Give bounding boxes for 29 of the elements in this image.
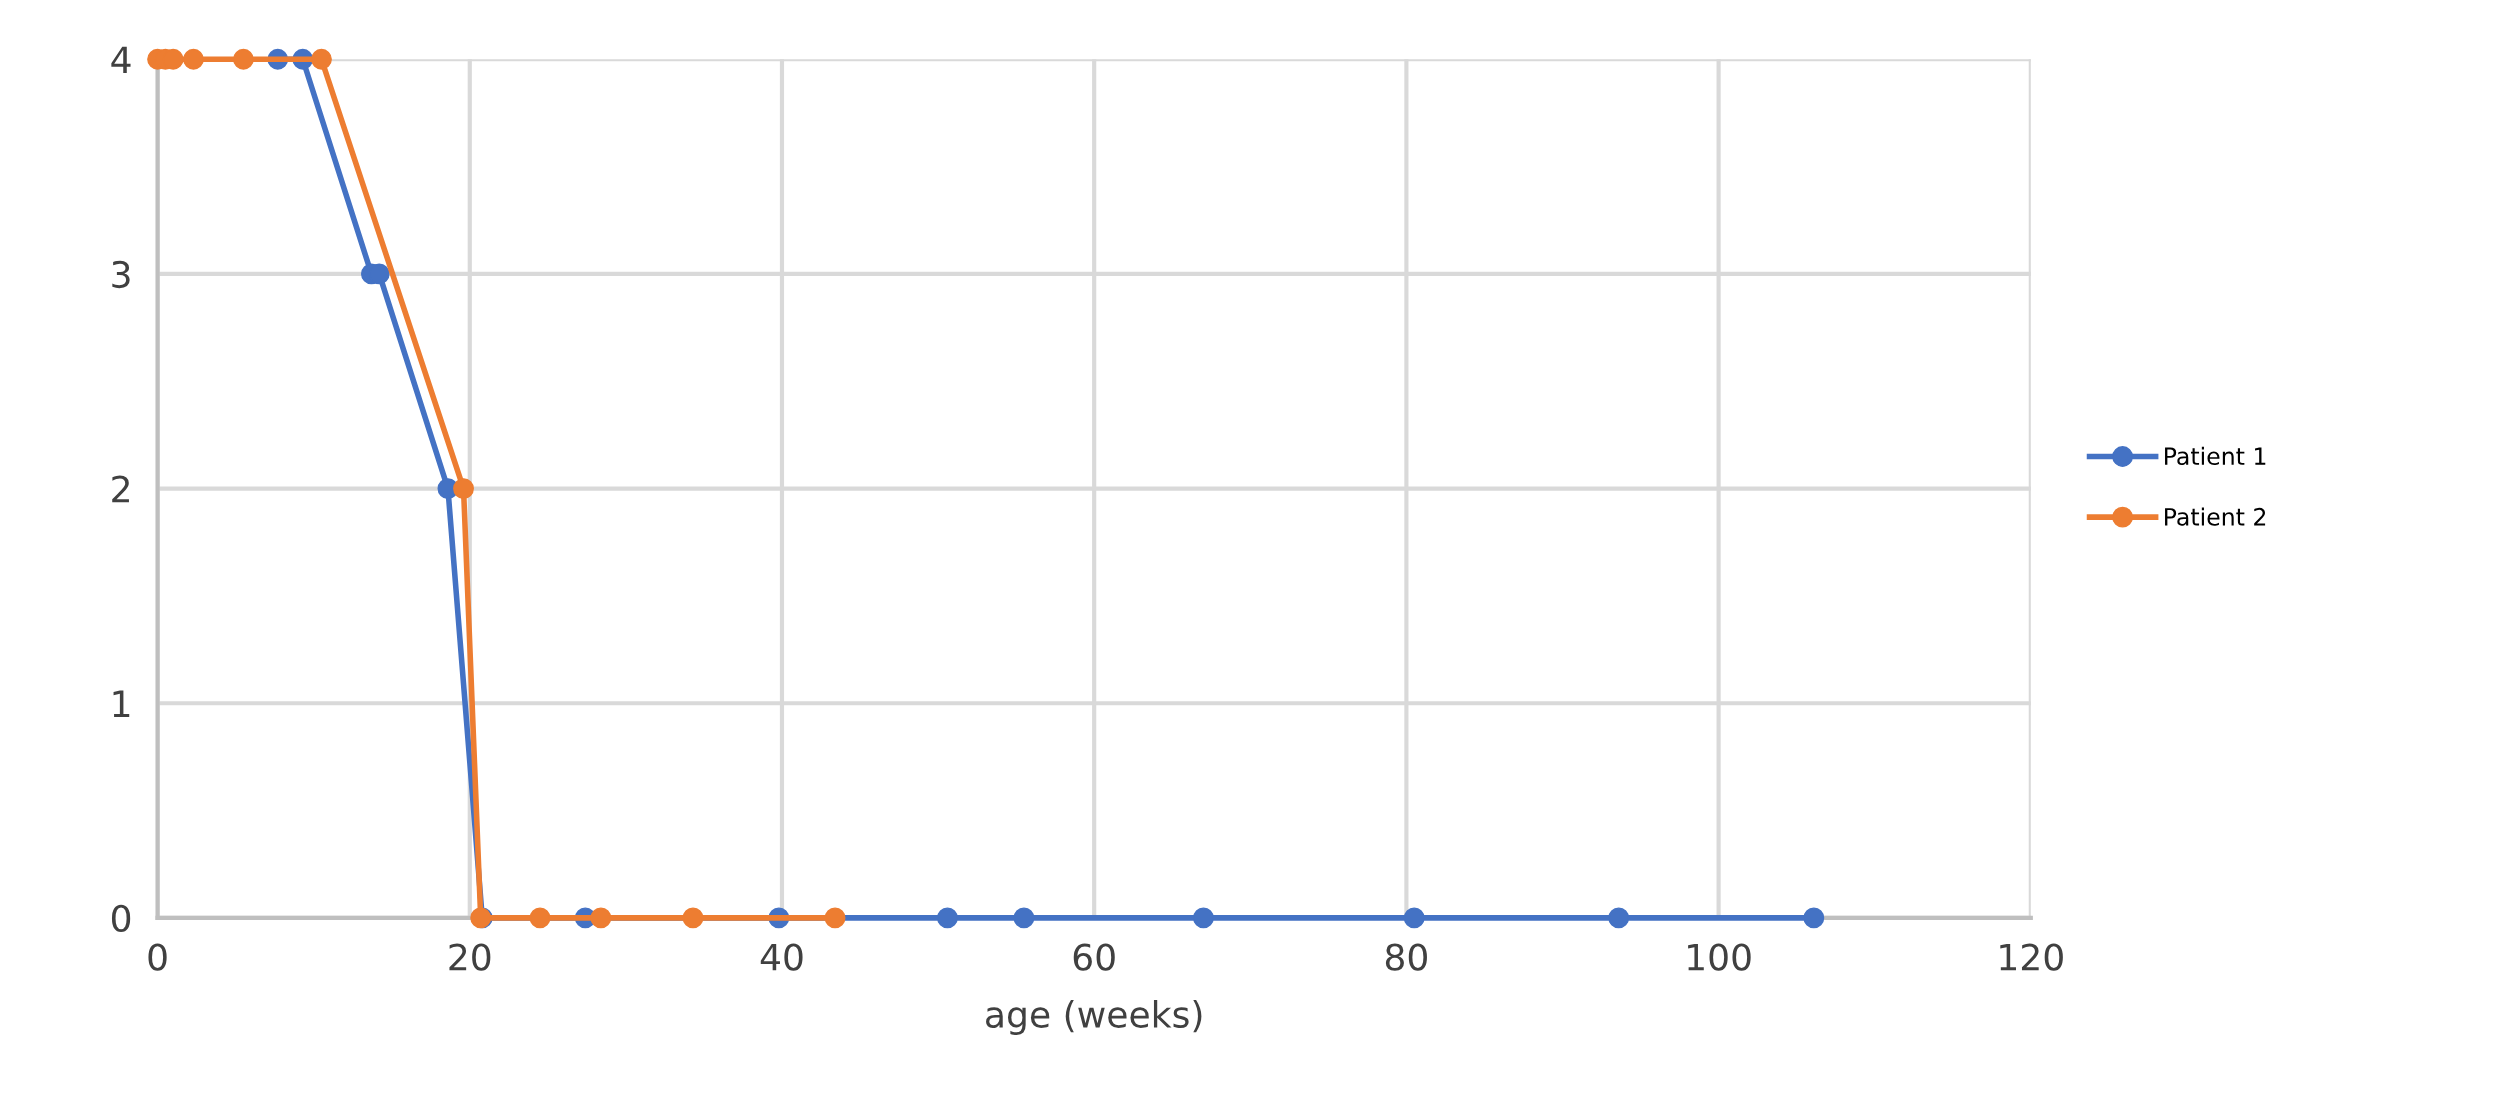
point [1193,907,1214,929]
y-tick-label: 2 [112,475,129,503]
x-tick-label: 0 [148,943,167,971]
legend-label: Patient 1 [2165,446,2266,466]
x-tick-label: 60 [1073,943,1115,971]
x-tick-label: 100 [1688,943,1751,971]
x-tick-label: 120 [2000,943,2063,971]
point [529,907,551,929]
y-tick-label: 4 [111,46,131,73]
x-tick-label: 20 [449,943,491,971]
point [183,48,204,70]
point [937,907,958,929]
point [233,48,254,70]
point [1013,907,1035,929]
y-tick-label: 3 [112,260,130,289]
point [453,478,474,499]
point [682,907,704,929]
point [1803,907,1825,929]
x-tick-label: 40 [760,943,803,971]
point [311,48,332,70]
y-tick-label: 0 [111,904,131,933]
legend-label: Patient 2 [2165,507,2266,526]
point [824,907,846,929]
x-tick-label: 80 [1385,943,1427,971]
point [590,907,612,929]
point [1608,907,1630,929]
x-axis-title: age (weeks) [986,1000,1202,1035]
y-tick-label: 1 [113,690,130,717]
point [1403,907,1425,929]
